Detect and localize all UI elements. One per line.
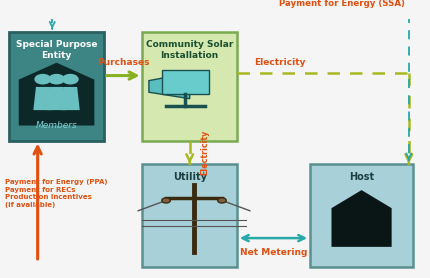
- FancyBboxPatch shape: [9, 32, 104, 141]
- Circle shape: [62, 75, 78, 84]
- Text: Utility: Utility: [172, 172, 206, 182]
- Polygon shape: [33, 87, 52, 110]
- Text: Host: Host: [348, 172, 373, 182]
- Polygon shape: [331, 190, 391, 247]
- Text: Electricity: Electricity: [254, 58, 305, 67]
- Text: Net Metering: Net Metering: [239, 249, 307, 257]
- Text: Electricity: Electricity: [200, 130, 209, 175]
- Polygon shape: [148, 73, 189, 99]
- FancyBboxPatch shape: [142, 164, 237, 267]
- Text: Special Purpose
Entity: Special Purpose Entity: [16, 40, 97, 60]
- Polygon shape: [61, 87, 80, 110]
- Circle shape: [161, 198, 170, 203]
- Polygon shape: [47, 87, 66, 110]
- FancyBboxPatch shape: [142, 32, 237, 141]
- Text: Payment for Energy (SSA): Payment for Energy (SSA): [278, 0, 404, 8]
- Circle shape: [217, 198, 226, 203]
- FancyBboxPatch shape: [309, 164, 412, 267]
- Text: Members: Members: [36, 121, 77, 130]
- Circle shape: [49, 75, 64, 84]
- Text: Community Solar
Installation: Community Solar Installation: [146, 40, 233, 60]
- Text: Payment for Energy (PPA)
Payment for RECs
Production Incentives
(if available): Payment for Energy (PPA) Payment for REC…: [5, 179, 107, 208]
- Circle shape: [35, 75, 50, 84]
- Text: Purchases: Purchases: [97, 58, 149, 66]
- Polygon shape: [18, 63, 94, 125]
- Polygon shape: [161, 70, 209, 93]
